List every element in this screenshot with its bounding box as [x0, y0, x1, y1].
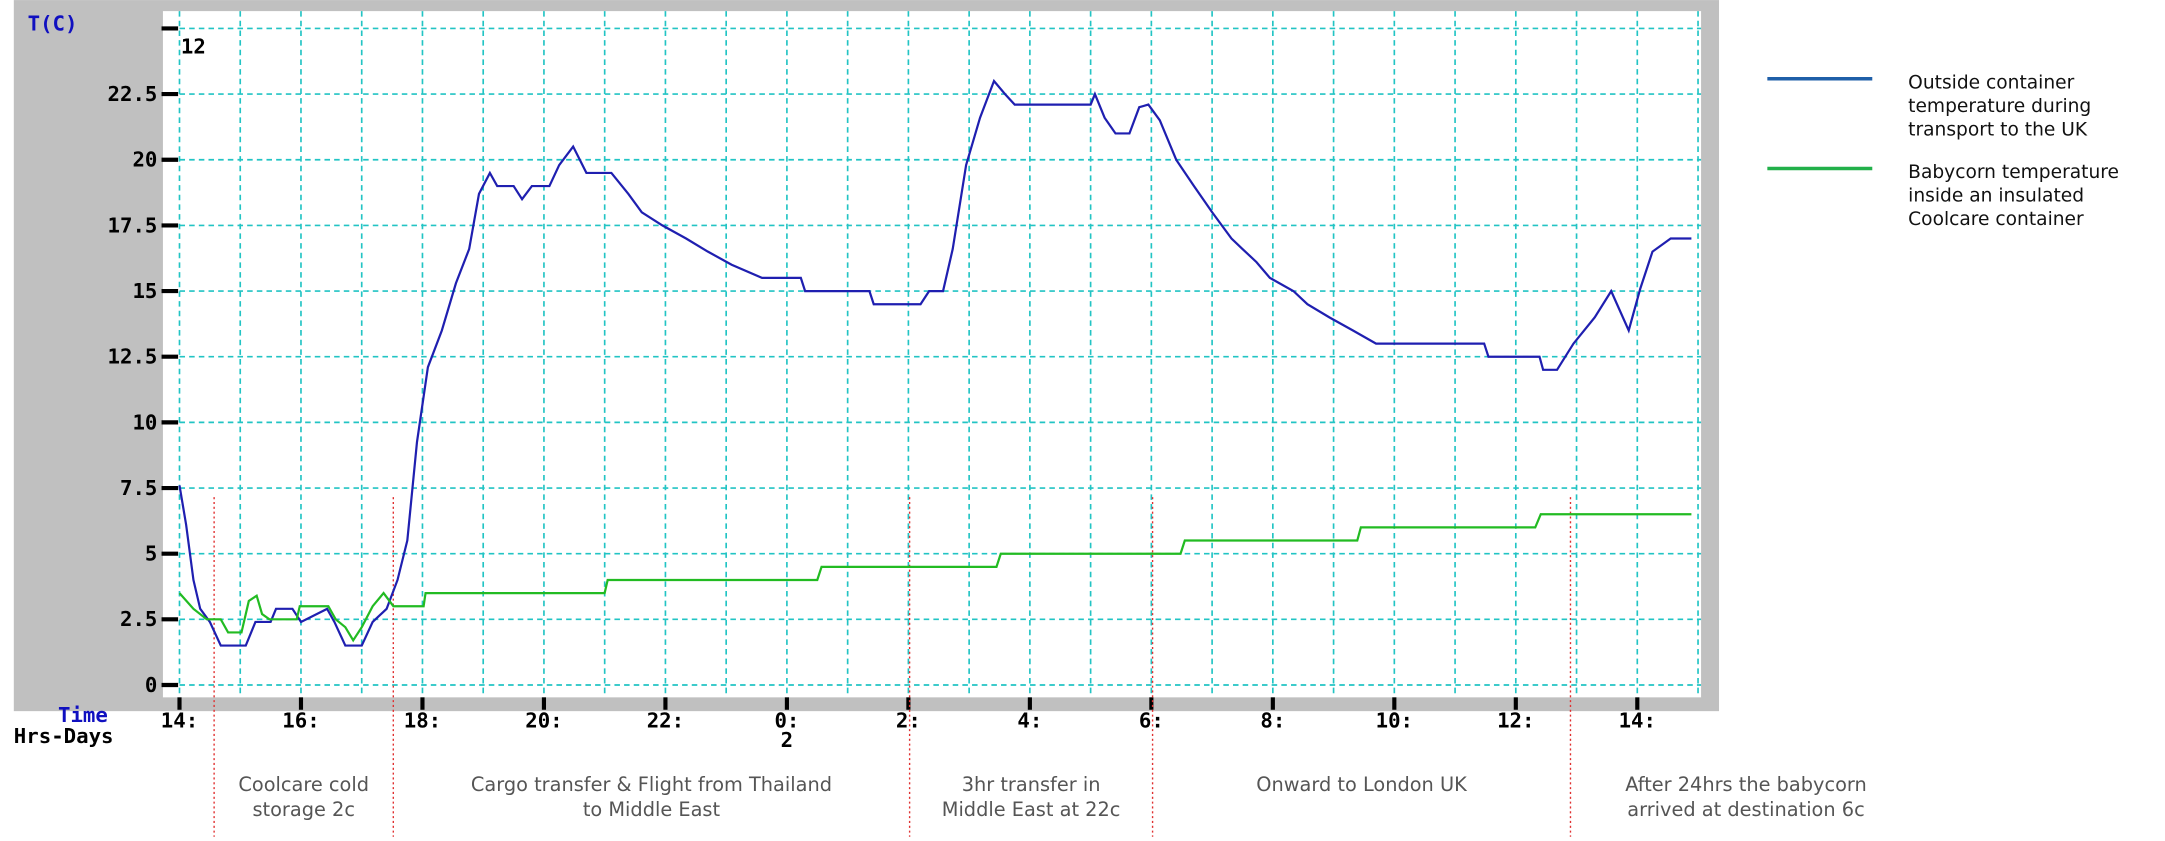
caption: arrived at destination 6c: [1627, 798, 1864, 821]
x-axis-label: Hrs-Days: [14, 724, 114, 748]
x-tick-label: 6:: [1139, 709, 1164, 733]
y-tick-label: 22.5: [108, 82, 158, 106]
caption: Middle East at 22c: [942, 798, 1121, 821]
x-tick-label: 12:: [1497, 709, 1534, 733]
legend-label: temperature during: [1908, 96, 2091, 117]
legend-label: Coolcare container: [1908, 209, 2084, 230]
x-tick-label: 8:: [1260, 709, 1285, 733]
x-tick-label: 20:: [525, 709, 562, 733]
y-tick-label: 2.5: [120, 607, 157, 631]
y-tick-label: 12.5: [108, 345, 158, 369]
y-tick-label: 0: [145, 673, 157, 697]
caption: 3hr transfer in: [962, 773, 1101, 796]
x-tick-label: 14:: [1619, 709, 1656, 733]
caption: Coolcare cold: [238, 773, 369, 796]
x-tick-label: 4:: [1017, 709, 1042, 733]
legend-label: transport to the UK: [1908, 119, 2088, 140]
caption: Cargo transfer & Flight from Thailand: [471, 773, 832, 796]
y-tick-label: 7.5: [120, 476, 157, 500]
y-axis-label: T(C): [28, 11, 78, 35]
y-tick-label: 15: [132, 279, 157, 303]
data-line: [178, 513, 1692, 643]
caption: storage 2c: [252, 798, 355, 821]
legend-label: Outside container: [1908, 72, 2074, 93]
x-tick-label: 10:: [1376, 709, 1413, 733]
y-tick-label: 10: [132, 410, 157, 434]
x-tick-label: 2:: [896, 709, 921, 733]
y-tick-label: 12: [181, 34, 206, 58]
x-tick-label: 18:: [404, 709, 441, 733]
plot-area: [162, 11, 1702, 698]
day-label: 2: [781, 728, 793, 752]
y-tick-label: 17.5: [108, 213, 158, 237]
legend-label: inside an insulated: [1908, 186, 2084, 207]
legend-label: Babycorn temperature: [1908, 162, 2119, 183]
y-tick-label: 20: [132, 148, 157, 172]
x-tick-label: 0:: [774, 709, 799, 733]
x-tick-label: 14:: [161, 709, 198, 733]
data-line: [178, 78, 1692, 647]
x-axis-label: Time: [58, 703, 108, 727]
caption: Onward to London UK: [1256, 773, 1468, 796]
x-tick-label: 22:: [647, 709, 684, 733]
caption: to Middle East: [583, 798, 721, 821]
x-tick-label: 16:: [282, 709, 319, 733]
caption: After 24hrs the babycorn: [1625, 773, 1867, 796]
y-tick-label: 5: [145, 542, 157, 566]
